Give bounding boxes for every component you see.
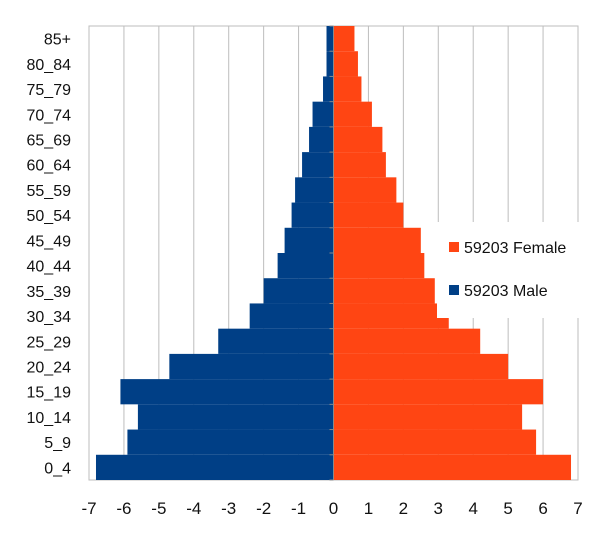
legend: 59203 Female 59203 Male — [437, 222, 586, 318]
category-label: 50_54 — [27, 208, 72, 225]
legend-box — [437, 222, 586, 318]
bar — [302, 152, 334, 178]
category-label: 70_74 — [27, 107, 72, 124]
bar — [333, 51, 358, 77]
category-label: 45_49 — [27, 233, 72, 250]
category-label: 55_59 — [27, 183, 72, 200]
x-tick-label: -6 — [116, 499, 131, 518]
bar — [137, 404, 334, 430]
legend-label: 59203 Male — [464, 283, 548, 300]
bar — [333, 303, 449, 329]
x-tick-label: 7 — [573, 499, 582, 518]
bar — [291, 202, 334, 228]
bar — [95, 454, 334, 480]
bar — [333, 278, 435, 304]
category-label: 85+ — [44, 32, 71, 49]
bar — [120, 379, 334, 405]
x-tick-label: -1 — [291, 499, 306, 518]
category-label: 35_39 — [27, 284, 72, 301]
category-axis: 0_4 5_9 10_14 15_19 20_24 25_29 30_34 35_39 40_4… — [27, 25, 334, 481]
category-label: 75_79 — [27, 82, 72, 99]
category-label: 0_4 — [44, 460, 71, 477]
x-tick-label: 2 — [399, 499, 408, 518]
category-label: 25_29 — [27, 334, 72, 351]
bar — [218, 328, 334, 354]
bar — [284, 227, 334, 253]
x-tick-label: -4 — [186, 499, 201, 518]
x-tick-label: -3 — [221, 499, 236, 518]
bar — [333, 328, 481, 354]
bar — [312, 101, 334, 127]
bar — [326, 51, 334, 77]
bar — [169, 353, 334, 380]
category-label: 20_24 — [27, 360, 72, 377]
bar — [249, 303, 334, 329]
bar — [333, 454, 572, 480]
x-tick-label: 4 — [468, 499, 477, 518]
x-tick-label: 3 — [434, 499, 443, 518]
legend-swatch — [449, 285, 459, 295]
bar — [333, 353, 509, 380]
x-tick-label: 1 — [364, 499, 373, 518]
bar — [263, 278, 334, 304]
bar — [333, 202, 404, 228]
bar — [309, 126, 334, 153]
legend-label: 59203 Female — [464, 240, 566, 257]
category-label: 15_19 — [27, 385, 72, 402]
x-axis: -7 -6 -5 -4 -3 -2 -1 0 1 2 3 4 5 6 7 — [81, 499, 582, 518]
x-tick-label: 5 — [503, 499, 512, 518]
category-label: 10_14 — [27, 410, 72, 427]
bar — [333, 152, 386, 178]
bar — [333, 126, 383, 153]
bar — [333, 429, 537, 455]
bars — [95, 26, 572, 480]
bar — [333, 253, 425, 279]
bar — [333, 26, 355, 52]
x-tick-label: 6 — [538, 499, 547, 518]
bar — [277, 253, 334, 279]
bar — [333, 404, 523, 430]
bar — [333, 379, 544, 405]
bar — [295, 177, 334, 203]
category-label: 80_84 — [27, 57, 72, 74]
category-label: 60_64 — [27, 158, 72, 175]
category-label: 5_9 — [44, 435, 71, 452]
category-label: 65_69 — [27, 133, 72, 150]
x-tick-label: -5 — [151, 499, 166, 518]
x-tick-label: -2 — [256, 499, 271, 518]
bar — [333, 76, 362, 102]
category-label: 30_34 — [27, 309, 72, 326]
bar — [333, 101, 372, 127]
bar — [326, 26, 334, 52]
bar — [333, 177, 397, 203]
bar — [333, 227, 421, 253]
bar — [127, 429, 334, 455]
category-label: 40_44 — [27, 259, 72, 276]
legend-swatch — [449, 242, 459, 252]
x-tick-label: 0 — [329, 499, 338, 518]
x-tick-label: -7 — [81, 499, 96, 518]
bar — [323, 76, 334, 102]
